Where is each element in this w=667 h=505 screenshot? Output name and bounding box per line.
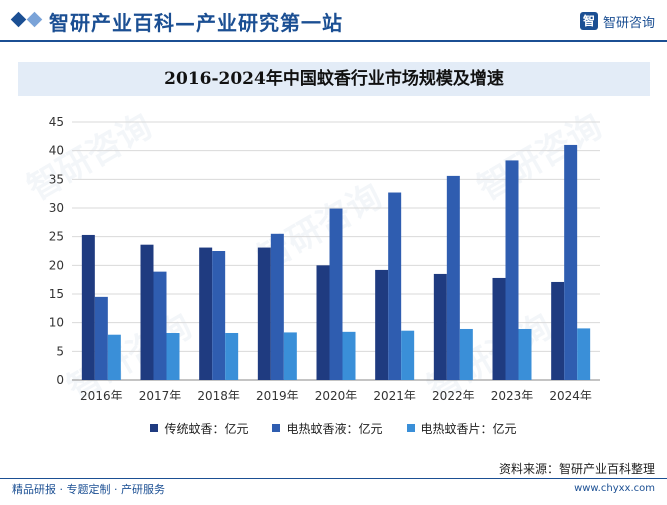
bar-2-7 <box>446 175 460 380</box>
brand-logo-icon: 智 <box>579 12 598 30</box>
legend-label: 传统蚊香：亿元 <box>164 421 249 436</box>
diamond-icon <box>26 11 43 28</box>
bar-2-2 <box>153 271 167 380</box>
y-tick-label: 10 <box>49 316 64 330</box>
bar-2-3 <box>212 251 226 380</box>
bar-1-6 <box>375 269 389 380</box>
legend-swatch <box>150 424 159 432</box>
legend-swatch <box>406 424 415 432</box>
bar-3-1 <box>107 334 121 380</box>
chart-legend: 传统蚊香：亿元 电热蚊香液：亿元 电热蚊香片：亿元 <box>0 418 667 438</box>
bar-3-3 <box>225 332 239 380</box>
footer-services: 精品研报 · 专题定制 · 产研服务 <box>12 483 165 496</box>
header-divider <box>0 40 667 42</box>
x-tick-label: 2023年 <box>491 389 534 400</box>
y-tick-label: 0 <box>56 373 64 387</box>
x-tick-label: 2019年 <box>256 389 299 400</box>
bar-1-3 <box>199 247 213 380</box>
bar-1-8 <box>492 277 506 380</box>
brand[interactable]: 智 智研咨询 <box>579 11 655 31</box>
y-tick-label: 45 <box>49 115 64 129</box>
bar-3-7 <box>459 328 473 380</box>
bar-1-2 <box>140 244 154 380</box>
legend-swatch <box>272 424 281 432</box>
brand-name: 智研咨询 <box>602 15 655 31</box>
bar-3-9 <box>577 328 591 380</box>
bar-1-7 <box>433 273 447 380</box>
legend-item-1: 传统蚊香：亿元 <box>150 418 248 438</box>
bar-3-5 <box>342 331 356 380</box>
bar-2-1 <box>94 296 108 380</box>
header-bar: 智研产业百科—产业研究第一站 智 智研咨询 <box>0 0 667 40</box>
footer-url[interactable]: www.chyxx.com <box>574 483 655 494</box>
source-note: 资料来源：智研产业百科整理 <box>498 462 655 476</box>
bar-3-6 <box>401 330 415 380</box>
legend-label: 电热蚊香液：亿元 <box>286 421 383 436</box>
y-tick-label: 30 <box>49 201 64 215</box>
bar-3-8 <box>518 328 532 380</box>
chart-title: 2016-2024年中国蚊香行业市场规模及增速 <box>164 69 504 89</box>
x-tick-label: 2024年 <box>549 389 592 400</box>
bar-2-6 <box>388 192 402 380</box>
y-tick-label: 20 <box>49 258 64 272</box>
y-tick-label: 5 <box>56 344 64 358</box>
x-tick-label: 2016年 <box>80 389 123 400</box>
x-tick-label: 2020年 <box>315 389 358 400</box>
bar-1-4 <box>257 247 271 380</box>
y-tick-label: 35 <box>49 172 64 186</box>
bar-1-9 <box>551 281 565 380</box>
legend-label: 电热蚊香片：亿元 <box>420 421 517 436</box>
bar-2-4 <box>270 233 284 380</box>
x-tick-label: 2017年 <box>139 389 182 400</box>
legend-item-2: 电热蚊香液：亿元 <box>272 418 383 438</box>
bar-2-9 <box>564 144 578 380</box>
bar-3-4 <box>283 332 297 380</box>
y-tick-label: 15 <box>49 287 64 301</box>
y-tick-label: 25 <box>49 230 64 244</box>
y-tick-label: 40 <box>49 144 64 158</box>
bar-3-2 <box>166 332 180 380</box>
x-tick-label: 2021年 <box>373 389 416 400</box>
legend-item-3: 电热蚊香片：亿元 <box>406 418 517 438</box>
bar-chart: 0 5 10 15 20 25 30 35 40 45 2016年 2017年 2018年 2019年 20… <box>49 115 600 400</box>
bar-2-5 <box>329 208 343 380</box>
diamond-icon <box>10 11 27 28</box>
site-title: 智研产业百科—产业研究第一站 <box>49 11 343 35</box>
chart-title-band: 2016-2024年中国蚊香行业市场规模及增速 <box>18 62 650 96</box>
footer-divider <box>0 478 667 479</box>
bar-1-1 <box>81 234 95 380</box>
bar-2-8 <box>505 160 519 380</box>
bar-1-5 <box>316 265 330 380</box>
x-tick-label: 2018年 <box>197 389 240 400</box>
x-tick-label: 2022年 <box>432 389 475 400</box>
